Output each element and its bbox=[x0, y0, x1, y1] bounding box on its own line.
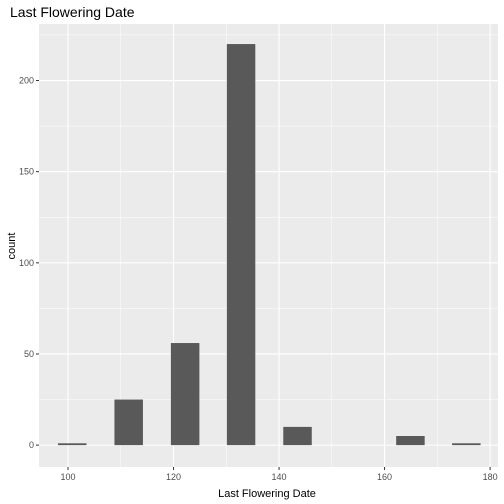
major-grid bbox=[39, 24, 498, 467]
histogram-bar bbox=[226, 44, 256, 446]
y-tick-label: 100 bbox=[19, 258, 34, 268]
histogram-bar bbox=[170, 343, 200, 446]
histogram-bar bbox=[57, 443, 87, 446]
y-axis: 0 50 100 150 200 bbox=[19, 76, 39, 450]
x-tick-label: 100 bbox=[61, 472, 76, 482]
y-tick-label: 50 bbox=[24, 349, 34, 359]
histogram-bar bbox=[283, 426, 312, 446]
x-tick-label: 120 bbox=[166, 472, 181, 482]
y-tick-label: 150 bbox=[19, 167, 34, 177]
y-tick-label: 0 bbox=[29, 440, 34, 450]
y-tick-label: 200 bbox=[19, 76, 34, 86]
y-axis-label: count bbox=[6, 233, 18, 260]
x-tick-label: 140 bbox=[272, 472, 287, 482]
plot-panel bbox=[39, 24, 498, 467]
histogram-bar bbox=[396, 436, 425, 446]
chart-title: Last Flowering Date bbox=[10, 4, 135, 20]
histogram-bar bbox=[114, 399, 143, 446]
histogram-bar bbox=[452, 443, 481, 446]
x-tick-label: 180 bbox=[483, 472, 498, 482]
x-axis: 100 120 140 160 180 bbox=[61, 467, 498, 482]
bars bbox=[57, 44, 481, 446]
x-tick-label: 160 bbox=[377, 472, 392, 482]
x-axis-label: Last Flowering Date bbox=[218, 488, 316, 500]
